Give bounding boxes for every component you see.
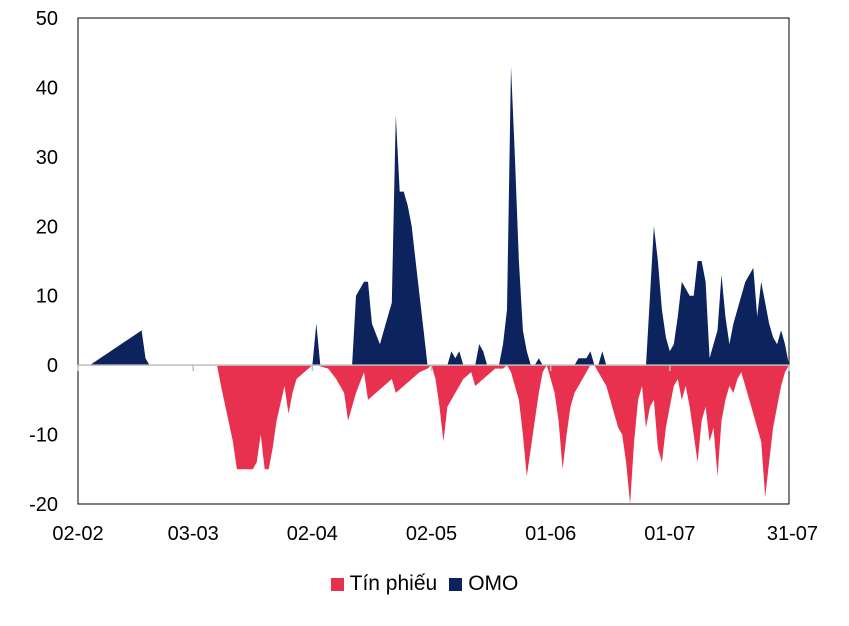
y-tick-label: 40 [36,77,58,99]
x-tick-label: 01-06 [525,523,576,545]
legend-swatch [449,577,463,591]
y-tick-label: -20 [29,494,58,516]
legend: Tín phiếu OMO [0,572,849,597]
plot-area [77,17,790,505]
y-tick-label: 20 [36,216,58,238]
legend-item: OMO [449,572,518,596]
legend-swatch [330,577,344,591]
x-tick-label: 01-07 [644,523,695,545]
x-tick-label: 03-03 [168,523,219,545]
chart: -20 -10 0 10 20 30 40 50 02-02 03-03 02-04 02-05 01… [29,8,818,545]
x-tick-label: 31-07 [767,523,818,545]
x-tick-label: 02-02 [52,523,103,545]
series-area-2 [78,66,789,366]
x-tick-label: 02-04 [287,523,338,545]
y-tick-label: 10 [36,286,58,308]
legend-label: Tín phiếu [349,572,438,595]
y-axis: -20 -10 0 10 20 30 40 50 [29,8,58,516]
y-tick-label: 30 [36,147,58,169]
x-axis: 02-02 03-03 02-04 02-05 01-06 01-07 31-07 [52,523,818,545]
plot-frame [77,17,790,505]
series-area-1 [78,365,789,504]
y-tick-label: 0 [47,355,58,377]
y-tick-label: -10 [29,425,58,447]
x-tick-label: 02-05 [406,523,457,545]
legend-label: OMO [468,572,519,595]
y-tick-label: 50 [36,8,58,30]
legend-item: Tín phiếu [330,572,438,596]
